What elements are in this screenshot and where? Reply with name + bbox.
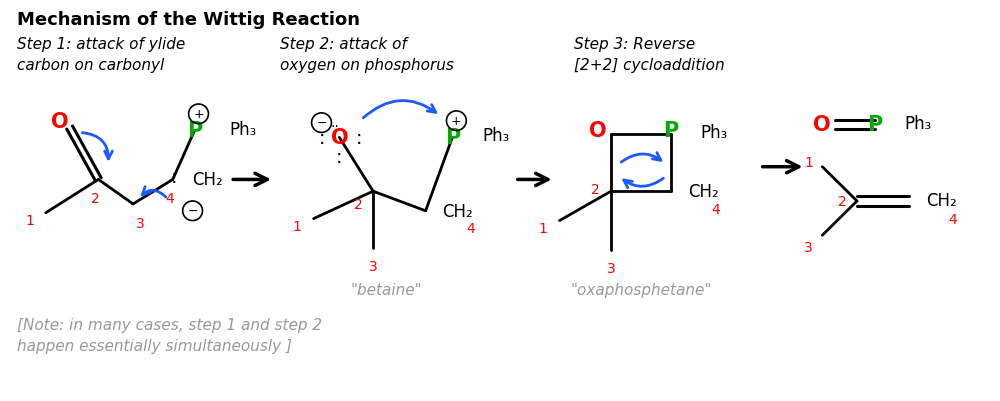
Text: 2: 2 [354, 197, 363, 211]
Text: 3: 3 [804, 241, 813, 254]
Text: Step 3: Reverse
[2+2] cycloaddition: Step 3: Reverse [2+2] cycloaddition [574, 37, 725, 73]
Text: −: − [316, 117, 327, 130]
Text: 3: 3 [136, 216, 144, 230]
Text: P: P [867, 114, 882, 134]
Text: 4: 4 [712, 203, 721, 216]
Text: :: : [318, 128, 325, 148]
Text: Ph₃: Ph₃ [482, 127, 509, 145]
Text: O: O [813, 114, 831, 134]
FancyArrowPatch shape [624, 179, 663, 188]
FancyArrowPatch shape [621, 153, 661, 163]
Text: CH₂: CH₂ [442, 202, 473, 220]
Text: 1: 1 [538, 222, 547, 236]
FancyArrowPatch shape [82, 133, 112, 160]
Text: Mechanism of the Wittig Reaction: Mechanism of the Wittig Reaction [17, 11, 360, 29]
Text: 3: 3 [607, 261, 615, 275]
Text: P: P [445, 128, 460, 148]
FancyArrowPatch shape [142, 187, 166, 198]
Text: 1: 1 [26, 213, 34, 227]
Text: 4: 4 [466, 222, 475, 236]
Text: 3: 3 [369, 259, 377, 273]
Text: Step 1: attack of ylide
carbon on carbonyl: Step 1: attack of ylide carbon on carbon… [17, 37, 185, 73]
Text: 2: 2 [838, 194, 846, 209]
Text: :: : [356, 128, 362, 148]
Text: P: P [663, 121, 678, 141]
Text: :: : [336, 148, 343, 167]
Text: :: : [171, 168, 178, 186]
Text: +: + [193, 108, 204, 121]
Text: P: P [187, 121, 202, 141]
Text: 2: 2 [91, 192, 100, 206]
Text: 2: 2 [591, 183, 600, 197]
Text: 1: 1 [804, 156, 813, 169]
Text: Step 2: attack of
oxygen on phosphorus: Step 2: attack of oxygen on phosphorus [280, 37, 454, 73]
Text: O: O [51, 111, 69, 132]
Text: CH₂: CH₂ [688, 183, 719, 200]
Text: [Note: in many cases, step 1 and step 2
happen essentially simultaneously ]: [Note: in many cases, step 1 and step 2 … [17, 317, 322, 352]
Text: 1: 1 [292, 220, 301, 234]
Text: −: − [187, 205, 198, 218]
Text: ..: .. [330, 115, 339, 130]
Text: Ph₃: Ph₃ [905, 114, 932, 132]
Text: +: + [451, 115, 462, 128]
Text: 4: 4 [948, 212, 957, 226]
Text: CH₂: CH₂ [193, 171, 223, 189]
Text: O: O [331, 128, 348, 148]
Text: Ph₃: Ph₃ [700, 124, 728, 142]
FancyArrowPatch shape [363, 101, 436, 119]
Text: "oxaphosphetane": "oxaphosphetane" [570, 282, 712, 297]
Text: Ph₃: Ph₃ [229, 120, 257, 138]
Text: "betaine": "betaine" [350, 282, 422, 297]
Text: 4: 4 [165, 192, 174, 206]
Text: O: O [589, 121, 607, 141]
Text: CH₂: CH₂ [926, 192, 957, 209]
